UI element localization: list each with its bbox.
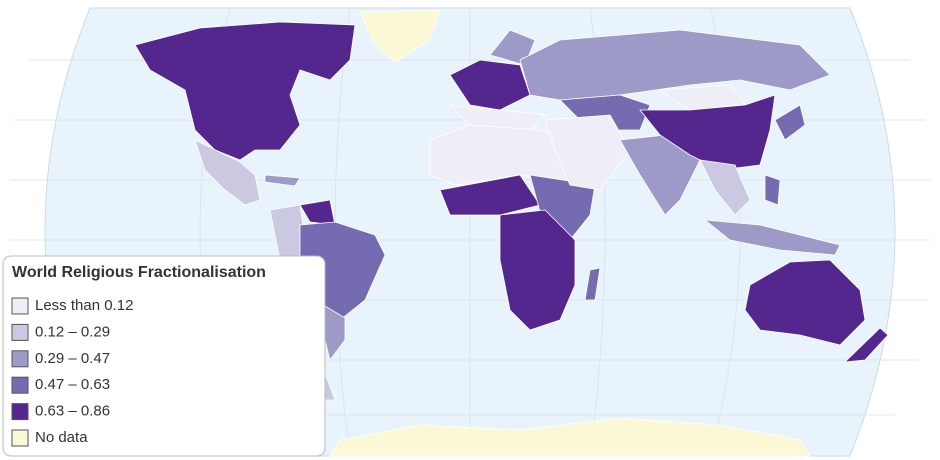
legend-label: 0.47 – 0.63: [35, 376, 110, 393]
scandinavia: [489, 29, 536, 66]
legend-title: World Religious Fractionalisation: [12, 264, 266, 281]
greenland: [359, 9, 441, 63]
australia: [744, 259, 866, 346]
legend-label: 0.29 – 0.47: [35, 350, 110, 367]
mexico: [194, 139, 261, 206]
china: [639, 94, 776, 171]
philippines: [764, 174, 781, 206]
legend-swatch: [11, 350, 29, 368]
legend: World Religious Fractionalisation Less t…: [2, 255, 326, 457]
antarctica: [329, 417, 811, 457]
legend-label: Less than 0.12: [35, 297, 133, 314]
legend-swatch: [11, 403, 29, 421]
middle-east: [544, 114, 631, 191]
legend-label: 0.12 – 0.29: [35, 323, 110, 340]
central-africa: [499, 209, 576, 331]
legend-label: No data: [35, 429, 88, 446]
legend-swatch: [11, 323, 29, 341]
north-america: [134, 21, 356, 161]
caribbean: [264, 174, 301, 187]
west-africa: [439, 174, 541, 216]
indonesia: [703, 219, 841, 256]
russia: [519, 29, 831, 101]
southeast-asia: [699, 159, 751, 216]
madagascar: [584, 267, 601, 301]
legend-swatch: [11, 429, 29, 447]
new-zealand: [843, 327, 889, 363]
legend-swatch: [11, 376, 29, 394]
legend-swatch: [11, 297, 29, 315]
legend-label: 0.63 – 0.86: [35, 403, 110, 420]
southern-europe: [448, 104, 546, 131]
japan-korea: [774, 104, 806, 141]
countries: [134, 9, 889, 457]
legend-box: [2, 255, 326, 457]
